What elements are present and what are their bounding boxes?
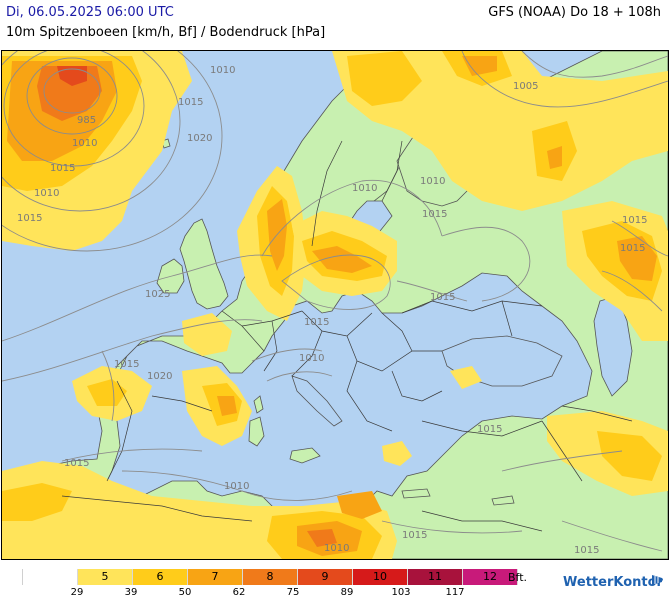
isobar-label: 1015 <box>620 243 645 254</box>
wind-sock-icon <box>652 575 662 585</box>
isobar-label: 1015 <box>17 213 42 224</box>
isobar-label: 1015 <box>50 163 75 174</box>
isobar-label: 1015 <box>622 215 647 226</box>
gust-bft6-north-africa <box>2 483 382 559</box>
legend-kmh-tick: 39 <box>124 587 138 598</box>
legend-swatch-bft11: 11 <box>408 569 463 585</box>
legend-kmh-tick: 29 <box>70 587 84 598</box>
isobar-label: 1015 <box>430 292 455 303</box>
gust-bft6-east-med <box>597 431 662 481</box>
legend-unit-label: Bft. <box>508 571 528 584</box>
legend-kmh-tick: 50 <box>178 587 192 598</box>
pressure-labels: 985 1010 1015 1020 1010 1015 1015 1010 1… <box>17 65 647 556</box>
legend-kmh-tick: 103 <box>391 587 411 598</box>
isobar-label: 1015 <box>402 530 427 541</box>
land-sardinia <box>248 416 265 447</box>
legend-swatch-bft9: 9 <box>298 569 353 585</box>
isobar-label: 1015 <box>304 317 329 328</box>
gust-bft9-iceland <box>57 66 87 86</box>
gust-bft5-north-russia <box>332 51 668 211</box>
legend-kmh-tick: 117 <box>445 587 465 598</box>
isobar-label: 1015 <box>64 458 89 469</box>
isobars <box>2 51 668 552</box>
isobar-label: 1015 <box>574 545 599 556</box>
land-cyprus <box>491 495 515 506</box>
gust-bft6-north-russia <box>347 51 577 181</box>
isobar-label: 1010 <box>352 183 377 194</box>
land-great-britain <box>179 218 229 310</box>
isobar-label: 1015 <box>178 97 203 108</box>
isobar-label: 1020 <box>147 371 172 382</box>
forecast-date: Di, 06.05.2025 06:00 UTC <box>6 5 174 20</box>
gust-bft6-iberia-north <box>87 379 127 406</box>
gust-bft7-med-west <box>217 396 237 416</box>
isobar-label: 1010 <box>324 543 349 554</box>
legend-swatch-bft10: 10 <box>353 569 408 585</box>
legend-swatch-bft8: 8 <box>243 569 298 585</box>
isobar-label: 1010 <box>34 188 59 199</box>
adriatic-sea <box>291 375 343 427</box>
isobar-label: 1025 <box>145 289 170 300</box>
legend-swatch-calm <box>22 569 78 585</box>
legend-swatch-bft7: 7 <box>188 569 243 585</box>
legend-kmh-tick: 62 <box>232 587 246 598</box>
isobar-label: 1020 <box>187 133 212 144</box>
gust-bft5-black-sea <box>450 366 482 389</box>
legend-swatch-bft12: 12 <box>463 569 518 585</box>
gust-bft5-aegean <box>382 441 412 466</box>
map-subtitle: 10m Spitzenboeen [km/h, Bf] / Bodendruck… <box>6 25 326 40</box>
legend-kmh-tick: 89 <box>340 587 354 598</box>
gust-bft7-north-russia <box>462 56 562 169</box>
isobar-label: 1015 <box>422 209 447 220</box>
legend-swatch-bft5: 5 <box>78 569 133 585</box>
gust-bft7-russia-east <box>617 236 657 281</box>
isobar-label: 1010 <box>224 481 249 492</box>
country-borders <box>61 140 633 532</box>
isobar-label: 1010 <box>210 65 235 76</box>
gust-bft8-north-africa <box>307 529 337 547</box>
land-sicily <box>289 447 321 464</box>
land-crete <box>401 488 431 499</box>
map-canvas: 985 1010 1015 1020 1010 1015 1015 1010 1… <box>2 51 668 559</box>
legend-swatch-bft6: 6 <box>133 569 188 585</box>
isobar-label: 985 <box>77 115 96 126</box>
wetterkontor-logo[interactable]: WetterKontor <box>563 575 663 590</box>
model-run: GFS (NOAA) Do 18 + 108h <box>488 5 661 20</box>
weather-map: 985 1010 1015 1020 1010 1015 1015 1010 1… <box>1 50 669 560</box>
gust-legend: 5 6 7 8 9 10 11 12 <box>22 569 518 585</box>
isobar-label: 1010 <box>72 138 97 149</box>
isobar-label: 1015 <box>477 424 502 435</box>
gust-bft7-baltic <box>312 246 372 273</box>
gust-bft5-france-gulf <box>182 313 232 356</box>
header: Di, 06.05.2025 06:00 UTC 10m Spitzenboee… <box>0 0 669 50</box>
land-corsica <box>253 395 264 414</box>
legend-kmh-tick: 75 <box>286 587 300 598</box>
isobar-label: 1015 <box>114 359 139 370</box>
isobar-label: 1010 <box>299 353 324 364</box>
isobar-label: 1010 <box>420 176 445 187</box>
isobar-label: 1005 <box>513 81 538 92</box>
